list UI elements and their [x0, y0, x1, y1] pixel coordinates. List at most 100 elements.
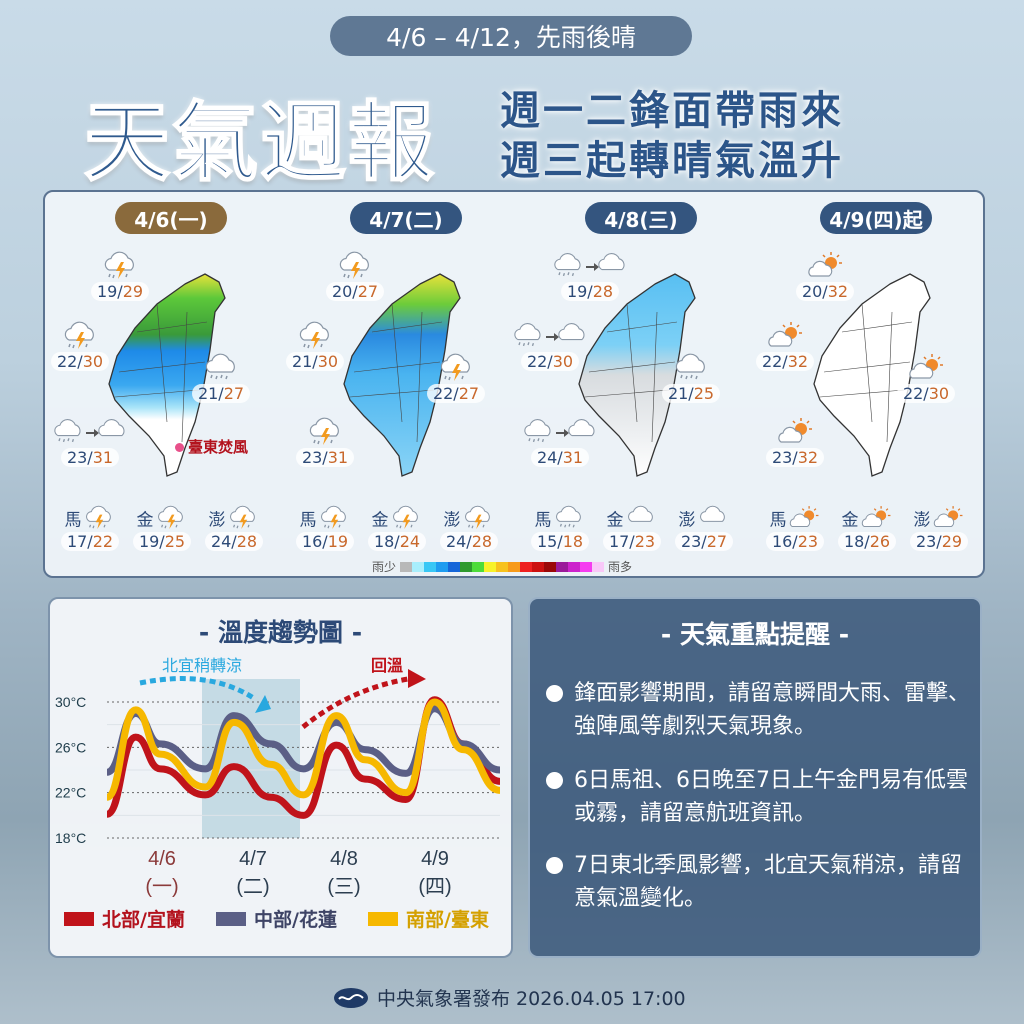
legend-swatch: [472, 561, 485, 572]
island-forecast: 金 18/26: [832, 504, 902, 551]
bullet-icon: [546, 857, 563, 874]
temperature-range: 23/27: [674, 532, 734, 551]
temperature-range: 21/25: [661, 384, 721, 403]
x-tick-weekday: (三): [327, 876, 360, 898]
temperature-range: 18/24: [367, 532, 427, 551]
page-title: 天氣週報: [83, 92, 436, 194]
temperature-range: 23/29: [909, 532, 969, 551]
island-forecast: 澎 24/28: [434, 504, 504, 551]
arrow-head-icon: [408, 669, 426, 688]
y-tick-label: 30°C: [55, 694, 86, 710]
region-forecast: 24/31: [520, 416, 600, 467]
sun-cloud-icon: [906, 352, 946, 384]
thunder-rain-icon: [154, 504, 188, 532]
alert-icon: [175, 443, 184, 452]
legend-swatch: [448, 561, 461, 572]
rain-to-cloudy-icon: [50, 416, 130, 448]
legend-swatch: [412, 561, 425, 572]
y-tick-label: 18°C: [55, 830, 86, 846]
island-forecast: 澎 23/29: [904, 504, 974, 551]
temperature-range: 24/28: [204, 532, 264, 551]
island-name: 澎: [443, 510, 461, 531]
legend-swatch: [580, 561, 593, 572]
subtitle-line-2: 週三起轉晴氣溫升: [500, 138, 844, 184]
temperature-range: 17/22: [60, 532, 120, 551]
annotation-warming: 回溫: [371, 656, 403, 675]
temperature-range: 16/19: [295, 532, 355, 551]
legend-swatch: [508, 561, 521, 572]
region-forecast: 22/30: [510, 320, 590, 371]
legend-swatch: [368, 912, 398, 926]
annotation-cooling: 北宜稍轉涼: [162, 656, 242, 675]
temperature-range: 19/28: [560, 282, 620, 301]
island-forecast: 馬 16/23: [760, 504, 830, 551]
forecast-day-1: 4/6(一) 19/29 22/30 21/27 23/31 臺東焚風 馬 17/…: [45, 192, 280, 580]
legend-swatch: [400, 561, 413, 572]
sun-cloud-icon: [765, 320, 805, 352]
date-pill: 4/6(一): [115, 202, 227, 234]
rain-to-cloudy-icon: [520, 416, 600, 448]
sun-cloud-icon: [931, 504, 965, 532]
region-forecast: 23/31: [285, 416, 365, 467]
region-forecast: 19/28: [550, 250, 630, 301]
region-forecast: 19/29: [80, 250, 160, 301]
date-pill: 4/9(四)起: [820, 202, 932, 234]
island-name: 金: [136, 510, 154, 531]
island-forecast: 金 18/24: [362, 504, 432, 551]
forecast-day-4: 4/9(四)起 20/32 22/32 22/30 23/32 馬 16/23 …: [750, 192, 985, 580]
rain-icon: [201, 352, 241, 384]
footer: 中央氣象署發布 2026.04.05 17:00: [333, 984, 686, 1011]
forecast-day-2: 4/7(二) 20/27 21/30 22/27 23/31 馬 16/19 金…: [280, 192, 515, 580]
island-forecast: 馬 15/18: [525, 504, 595, 551]
legend-swatch: [436, 561, 449, 572]
tip-item: 7日東北季風影響，北宜天氣稍涼，請留意氣溫變化。: [546, 849, 974, 915]
temperature-range: 22/30: [50, 352, 110, 371]
temperature-range: 22/32: [755, 352, 815, 371]
forecast-day-3: 4/8(三) 19/28 22/30 21/25 24/31 馬 15/18 金…: [515, 192, 750, 580]
thunder-rain-icon: [436, 352, 476, 384]
chart-title: - 溫度趨勢圖 -: [198, 618, 363, 647]
legend-swatch: [544, 561, 557, 572]
island-name: 馬: [534, 510, 552, 531]
region-forecast: 22/30: [886, 352, 966, 403]
thunder-rain-icon: [82, 504, 116, 532]
legend-low-label: 雨少: [372, 560, 397, 574]
thunder-rain-icon: [226, 504, 260, 532]
series-line-3: [105, 698, 501, 801]
tip-text: 鋒面影響期間，請留意瞬間大雨、雷擊、強陣風等劇烈天氣現象。: [574, 681, 971, 739]
temperature-range: 23/32: [765, 448, 825, 467]
region-forecast: 21/27: [181, 352, 261, 403]
temperature-range: 19/25: [132, 532, 192, 551]
x-tick-date: 4/8: [330, 848, 358, 870]
sun-cloud-icon: [787, 504, 821, 532]
subtitle-line-1: 週一二鋒面帶雨來: [500, 88, 844, 134]
region-forecast: 20/27: [315, 250, 395, 301]
legend-swatch: [592, 561, 605, 572]
island-name: 澎: [678, 510, 696, 531]
temperature-range: 18/26: [837, 532, 897, 551]
cool-arrow: [139, 676, 257, 702]
bullet-icon: [546, 772, 563, 789]
island-name: 馬: [299, 510, 317, 531]
cwa-logo-icon: [334, 987, 368, 1008]
rain-icon: [671, 352, 711, 384]
tip-text: 7日東北季風影響，北宜天氣稍涼，請留意氣溫變化。: [574, 853, 962, 911]
region-forecast: 23/32: [755, 416, 835, 467]
x-tick-weekday: (一): [145, 876, 178, 898]
island-name: 澎: [913, 510, 931, 531]
region-forecast: 21/30: [275, 320, 355, 371]
island-forecast: 金 17/23: [597, 504, 667, 551]
cloudy-icon: [696, 504, 730, 532]
island-forecast: 澎 24/28: [199, 504, 269, 551]
temperature-range: 23/31: [60, 448, 120, 467]
temperature-range: 24/28: [439, 532, 499, 551]
thunder-rain-icon: [100, 250, 140, 282]
rain-to-cloudy-icon: [550, 250, 630, 282]
tips-title: - 天氣重點提醒 -: [660, 620, 850, 649]
warm-arrow: [301, 676, 409, 729]
island-name: 金: [606, 510, 624, 531]
legend-swatch: [424, 561, 437, 572]
x-tick-weekday: (二): [236, 876, 269, 898]
sun-cloud-icon: [805, 250, 845, 282]
temperature-range: 15/18: [530, 532, 590, 551]
